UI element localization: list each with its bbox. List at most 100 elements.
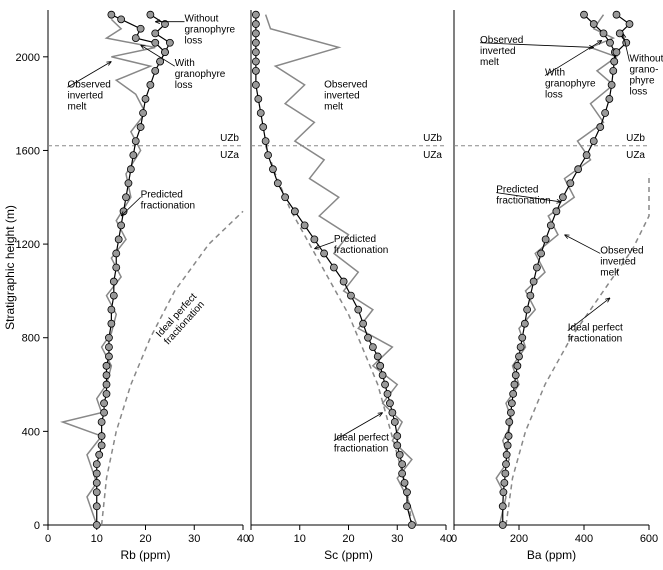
predicted-marker [152,67,159,74]
x-tick-label: 200 [510,533,528,545]
without-loss-marker [147,11,154,18]
predicted-marker [252,30,259,37]
predicted-marker [93,479,100,486]
predicted-marker [101,400,108,407]
predicted-marker [132,35,139,42]
predicted-marker [98,419,105,426]
predicted-marker [125,180,132,187]
ideal-curve [102,211,243,525]
x-tick-label: 0 [451,533,457,545]
predicted-marker [252,39,259,46]
predicted-marker [340,278,347,285]
predicted-marker [152,39,159,46]
predicted-marker [607,39,614,46]
predicted-marker [255,95,262,102]
predicted-marker [504,442,511,449]
x-axis-label: Ba (ppm) [527,548,576,562]
predicted-marker [512,372,519,379]
annotation-arrowhead [141,45,146,49]
predicted-marker [503,461,510,468]
predicted-marker [399,461,406,468]
annotation-arrow [565,235,601,254]
predicted-marker [506,419,513,426]
x-tick-label: 10 [91,533,103,545]
predicted-marker [142,95,149,102]
boundary-lower-label: UZa [220,150,239,161]
panel-ba: 0200400600Ba (ppm)UZbUZaObservedinverted… [451,10,663,562]
predicted-marker [147,81,154,88]
predicted-marker [110,292,117,299]
without-loss-marker [166,39,173,46]
predicted-marker [252,49,259,56]
predicted-marker [608,81,615,88]
without-loss-marker [152,30,159,37]
predicted-marker [542,236,549,243]
boundary-upper-label: UZb [423,133,442,144]
predicted-marker [115,236,122,243]
x-axis-label: Sc (ppm) [324,548,373,562]
x-axis-label: Rb (ppm) [120,548,170,562]
x-tick-label: 0 [248,533,254,545]
predicted-marker [524,306,531,313]
annotation-text: Withgranophyreloss [175,58,226,91]
predicted-marker [606,95,613,102]
predicted-marker [93,522,100,529]
predicted-marker [510,390,517,397]
predicted-marker [386,400,393,407]
predicted-marker [101,409,108,416]
predicted-marker [127,166,134,173]
predicted-marker [527,292,534,299]
predicted-marker [103,381,110,388]
annotation-text: Predictedfractionation [334,234,388,256]
predicted-marker [130,152,137,159]
predicted-marker [291,208,298,215]
predicted-marker [118,222,125,229]
ideal-curve [266,146,412,525]
y-tick-label: 400 [22,426,40,438]
predicted-marker [252,81,259,88]
predicted-marker [507,409,514,416]
predicted-marker [123,194,130,201]
x-tick-label: 20 [342,533,354,545]
x-tick-label: 20 [139,533,151,545]
predicted-marker [137,124,144,131]
predicted-marker [274,180,281,187]
predicted-marker [499,503,506,510]
x-tick-label: 30 [391,533,403,545]
predicted-marker [105,353,112,360]
predicted-marker [260,124,267,131]
y-tick-label: 2000 [16,52,40,64]
predicted-marker [404,489,411,496]
predicted-marker [96,451,103,458]
without-loss-marker [613,11,620,18]
predicted-marker [519,334,526,341]
predicted-marker [252,21,259,28]
predicted-marker [581,11,588,18]
annotation-text: Observedinvertedmelt [324,79,367,112]
predicted-marker [384,390,391,397]
predicted-marker [282,194,289,201]
predicted-marker [311,236,318,243]
predicted-marker [93,461,100,468]
annotation-text: Predictedfractionation [141,189,195,211]
predicted-marker [360,320,367,327]
predicted-marker [602,110,609,117]
predicted-marker [265,152,272,159]
predicted-marker [257,110,264,117]
predicted-marker [396,451,403,458]
boundary-upper-label: UZb [626,133,645,144]
predicted-marker [394,433,401,440]
x-tick-label: 30 [188,533,200,545]
predicted-marker [269,166,276,173]
predicted-marker [347,292,354,299]
y-tick-label: 0 [34,520,40,532]
predicted-marker [575,166,582,173]
annotation-text: Ideal perfectfractionation [334,433,389,455]
predicted-marker [365,334,372,341]
predicted-marker [391,419,398,426]
annotation-text: Predictedfractionation [496,185,550,207]
annotation-text: Observedinvertedmelt [480,35,523,68]
predicted-marker [93,489,100,496]
predicted-marker [500,489,507,496]
predicted-marker [118,16,125,23]
